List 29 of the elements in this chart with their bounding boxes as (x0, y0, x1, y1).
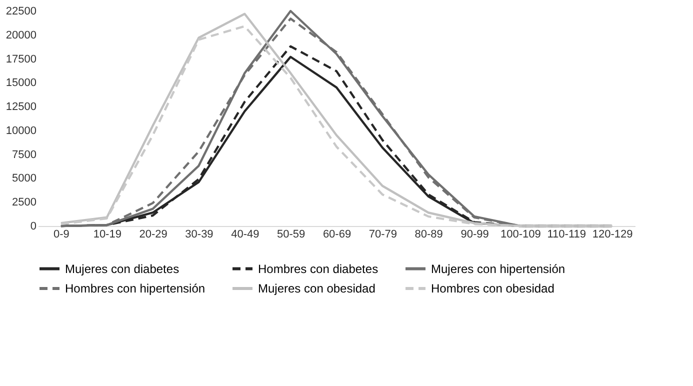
y-tick-label: 0 (30, 220, 36, 232)
y-tick-label: 5000 (12, 172, 36, 185)
legend-label: Hombres con obesidad (431, 282, 554, 296)
x-tick-label: 10-19 (93, 228, 122, 240)
y-tick-label: 22500 (6, 6, 36, 18)
x-tick-label: 0-9 (54, 228, 70, 240)
y-tick-label: 7500 (12, 148, 36, 161)
legend-label: Mujeres con obesidad (258, 282, 376, 296)
y-tick-label: 15000 (6, 77, 36, 90)
x-tick-label: 80-89 (414, 228, 443, 240)
legend-label: Mujeres con hipertensión (431, 262, 566, 276)
y-tick-label: 20000 (6, 29, 36, 42)
x-tick-label: 20-29 (139, 228, 168, 240)
x-tick-label: 70-79 (368, 228, 397, 240)
y-tick-label: 2500 (12, 196, 36, 209)
y-tick-label: 17500 (6, 53, 36, 66)
legend-label: Hombres con diabetes (258, 262, 378, 276)
x-tick-label: 50-59 (277, 228, 306, 240)
legend-label: Mujeres con diabetes (65, 262, 180, 276)
y-tick-label: 10000 (6, 124, 36, 137)
y-tick-label: 12500 (6, 101, 36, 114)
x-tick-label: 100-109 (500, 228, 541, 240)
x-tick-label: 40-49 (231, 228, 260, 240)
x-tick-label: 90-99 (460, 228, 489, 240)
x-tick-label: 110-119 (547, 228, 586, 240)
x-tick-label: 120-129 (592, 228, 633, 240)
x-tick-label: 30-39 (185, 228, 214, 240)
legend-label: Hombres con hipertensión (65, 282, 206, 296)
x-tick-label: 60-69 (322, 228, 352, 240)
